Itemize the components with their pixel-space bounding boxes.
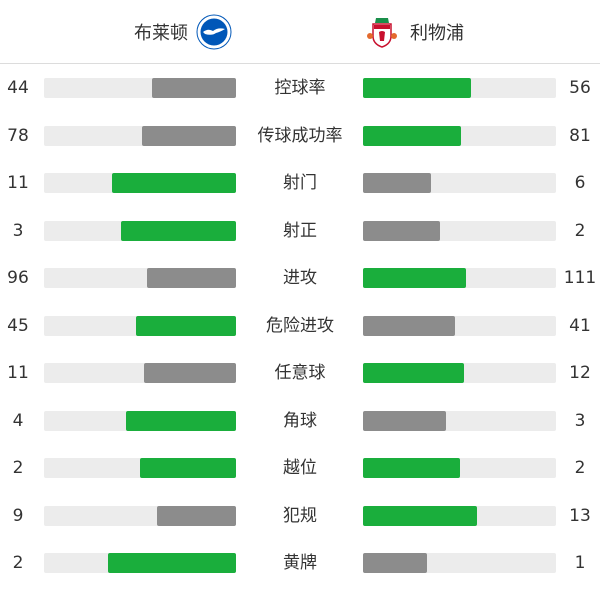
stat-row: 2 越位 2 (0, 458, 600, 478)
home-bar-fill (157, 505, 236, 526)
home-bar-fill (140, 458, 236, 478)
away-bar-fill (363, 505, 478, 526)
stat-label: 任意球 (274, 363, 326, 383)
away-bar-fill (363, 125, 462, 146)
home-bar-fill (151, 78, 236, 98)
away-bar-fill (363, 458, 460, 478)
home-value: 2 (12, 458, 24, 478)
away-bar-fill (363, 78, 472, 98)
away-bar-track (363, 125, 556, 146)
match-header: 布莱顿 利物浦 (0, 0, 600, 64)
away-bar-fill (363, 363, 464, 383)
home-value: 11 (7, 173, 29, 193)
away-value: 3 (574, 410, 586, 431)
away-value: 56 (569, 78, 591, 98)
home-bar-fill (146, 268, 236, 288)
away-value: 2 (574, 220, 586, 241)
home-bar-fill (120, 220, 236, 241)
stat-label: 危险进攻 (266, 315, 334, 336)
home-team-name: 布莱顿 (134, 23, 188, 44)
away-bar-track (363, 78, 556, 98)
stat-row: 4 角球 3 (0, 410, 600, 431)
away-bar-track (363, 505, 556, 526)
stat-label: 犯规 (283, 505, 317, 526)
stat-row: 3 射正 2 (0, 220, 600, 241)
away-bar-track (363, 220, 556, 241)
away-bar-fill (363, 268, 467, 288)
away-value: 41 (569, 315, 591, 336)
stat-row: 96 进攻 111 (0, 268, 600, 288)
home-value: 3 (12, 220, 24, 241)
home-bar-fill (135, 315, 236, 336)
home-value: 96 (7, 268, 29, 288)
away-value: 81 (569, 125, 591, 146)
stat-row: 11 任意球 12 (0, 363, 600, 383)
stat-label: 控球率 (274, 78, 326, 98)
away-bar-fill (363, 220, 441, 241)
home-bar-fill (126, 410, 236, 431)
away-team-name: 利物浦 (410, 23, 464, 44)
away-bar-fill (363, 315, 455, 336)
home-bar-fill (141, 125, 236, 146)
away-bar-track (363, 268, 556, 288)
home-value: 44 (7, 78, 29, 98)
home-value: 4 (12, 410, 24, 431)
home-bar-track (44, 363, 236, 383)
home-value: 45 (7, 315, 29, 336)
stat-label: 黄牌 (283, 553, 317, 573)
home-bar-track (44, 173, 236, 193)
home-bar-track (44, 505, 236, 526)
stat-label: 越位 (283, 458, 317, 478)
away-bar-track (363, 363, 556, 383)
stat-row: 11 射门 6 (0, 173, 600, 193)
away-value: 111 (563, 268, 597, 288)
home-value: 78 (7, 125, 29, 146)
home-bar-track (44, 410, 236, 431)
home-bar-track (44, 315, 236, 336)
home-team[interactable]: 布莱顿 (134, 14, 232, 50)
stat-row: 9 犯规 13 (0, 505, 600, 526)
away-bar-track (363, 458, 556, 478)
stat-label: 角球 (283, 410, 317, 431)
away-value: 2 (574, 458, 586, 478)
home-bar-track (44, 268, 236, 288)
brighton-crest-icon (196, 14, 232, 50)
away-bar-track (363, 315, 556, 336)
away-value: 12 (569, 363, 591, 383)
home-bar-fill (108, 553, 236, 573)
stat-row: 44 控球率 56 (0, 78, 600, 98)
home-bar-track (44, 78, 236, 98)
home-bar-track (44, 125, 236, 146)
away-bar-fill (363, 553, 428, 573)
liverpool-crest-icon (367, 18, 397, 48)
stat-label: 进攻 (283, 268, 317, 288)
stat-row: 78 传球成功率 81 (0, 125, 600, 146)
home-bar-fill (144, 363, 236, 383)
away-value: 1 (574, 553, 586, 573)
away-value: 6 (574, 173, 586, 193)
stat-row: 2 黄牌 1 (0, 553, 600, 573)
home-bar-track (44, 553, 236, 573)
stat-label: 射正 (283, 220, 317, 241)
home-bar-fill (111, 173, 236, 193)
away-bar-track (363, 410, 556, 431)
home-value: 2 (12, 553, 24, 573)
stat-row: 45 危险进攻 41 (0, 315, 600, 336)
stat-label: 射门 (283, 173, 317, 193)
away-value: 13 (569, 505, 591, 526)
away-bar-track (363, 173, 556, 193)
home-bar-track (44, 458, 236, 478)
home-value: 11 (7, 363, 29, 383)
away-bar-track (363, 553, 556, 573)
away-bar-fill (363, 173, 432, 193)
away-team[interactable]: 利物浦 (364, 14, 464, 50)
stat-label: 传球成功率 (257, 125, 343, 146)
home-bar-track (44, 220, 236, 241)
away-bar-fill (363, 410, 446, 431)
home-value: 9 (12, 505, 24, 526)
